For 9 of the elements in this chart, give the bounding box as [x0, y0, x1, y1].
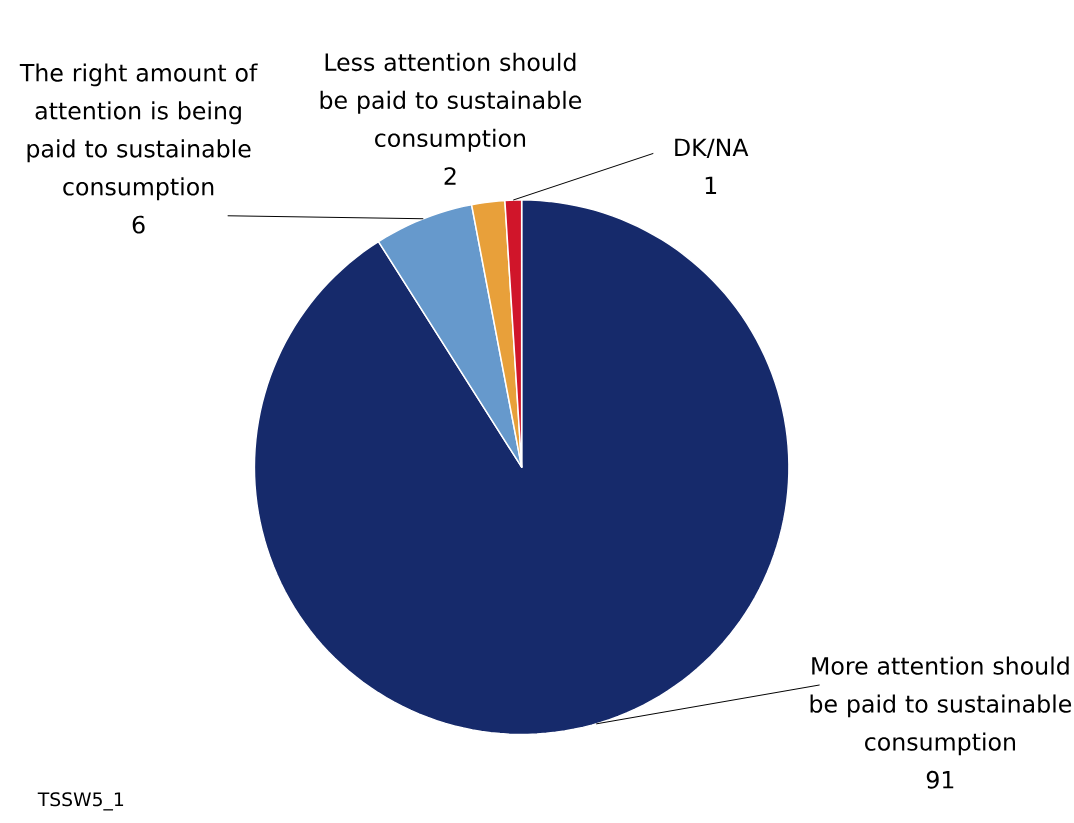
slice-label: Less attention should be paid to sustainable consumption [320, 53, 582, 152]
slice-label: DK/NA [675, 138, 749, 159]
slice-label: The right amount of attention is being paid to sustainable consumption [19, 63, 258, 201]
data-label: 91 [926, 771, 954, 789]
slice-label: More attention should be paid to sustainable consumption [810, 656, 1072, 756]
data-label: 6 [132, 215, 145, 234]
data-label: 1 [705, 176, 717, 195]
text: TSSW5_1 [37, 792, 124, 811]
data-label: 2 [444, 167, 456, 185]
